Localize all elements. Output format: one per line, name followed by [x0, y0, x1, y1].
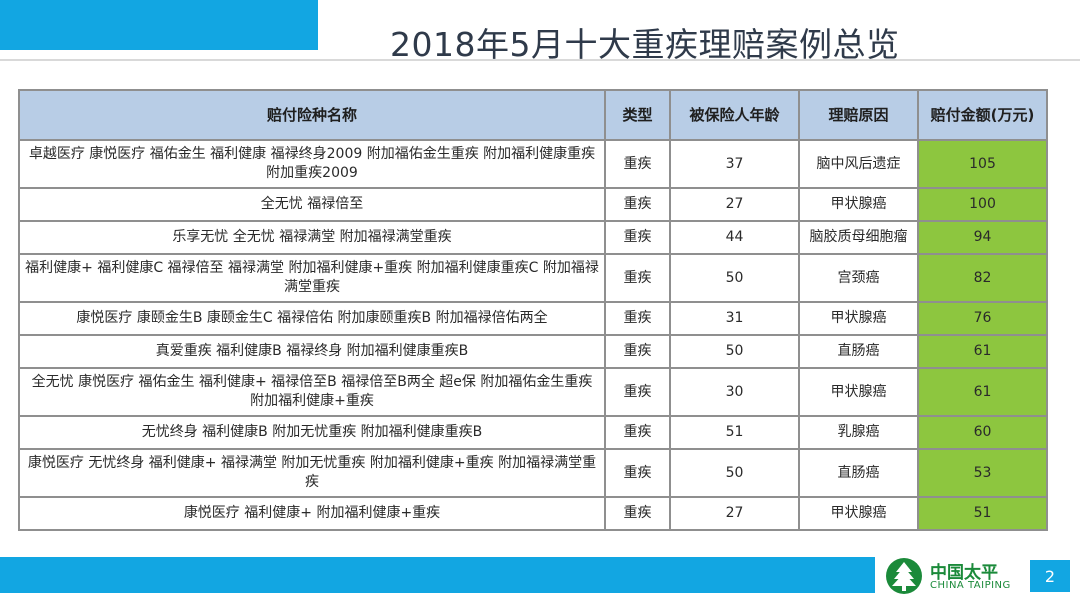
cell-amount: 82 — [917, 253, 1048, 303]
cell-type: 重疾 — [604, 415, 671, 450]
cell-type: 重疾 — [604, 187, 671, 222]
cell-type: 重疾 — [604, 220, 671, 255]
footer-accent-bar — [0, 557, 875, 593]
cell-type: 重疾 — [604, 139, 671, 189]
logo-chinese-name: 中国太平 — [930, 563, 998, 583]
cell-amount: 53 — [917, 448, 1048, 498]
cell-age: 50 — [669, 448, 800, 498]
title-divider — [0, 59, 1080, 61]
table-row: 康悦医疗 无忧终身 福利健康+ 福禄满堂 附加无忧重疾 附加福利健康+重疾 附加… — [18, 448, 1048, 498]
cell-insurance-name: 全无忧 康悦医疗 福佑金生 福利健康+ 福禄倍至B 福禄倍至B两全 超e保 附加… — [18, 367, 606, 417]
cell-insurance-name: 康悦医疗 无忧终身 福利健康+ 福禄满堂 附加无忧重疾 附加福利健康+重疾 附加… — [18, 448, 606, 498]
cell-age: 27 — [669, 187, 800, 222]
cell-amount: 100 — [917, 187, 1048, 222]
page-title: 2018年5月十大重疾理赔案例总览 — [390, 25, 900, 64]
table-row: 真爱重疾 福利健康B 福禄终身 附加福利健康重疾B 重疾 50 直肠癌 61 — [18, 334, 1048, 369]
cell-amount: 51 — [917, 496, 1048, 531]
table-row: 福利健康+ 福利健康C 福禄倍至 福禄满堂 附加福利健康+重疾 附加福利健康重疾… — [18, 253, 1048, 303]
cell-amount: 61 — [917, 367, 1048, 417]
cell-insurance-name: 卓越医疗 康悦医疗 福佑金生 福利健康 福禄终身2009 附加福佑金生重疾 附加… — [18, 139, 606, 189]
cell-type: 重疾 — [604, 301, 671, 336]
cell-amount: 60 — [917, 415, 1048, 450]
page-number: 2 — [1030, 560, 1070, 592]
cell-reason: 宫颈癌 — [798, 253, 919, 303]
cell-insurance-name: 全无忧 福禄倍至 — [18, 187, 606, 222]
cell-reason: 甲状腺癌 — [798, 496, 919, 531]
cell-insurance-name: 乐享无忧 全无忧 福禄满堂 附加福禄满堂重疾 — [18, 220, 606, 255]
cell-reason: 脑中风后遗症 — [798, 139, 919, 189]
cell-insurance-name: 无忧终身 福利健康B 附加无忧重疾 附加福利健康重疾B — [18, 415, 606, 450]
logo-english-name: CHINA TAIPING — [930, 580, 1011, 591]
table-row: 康悦医疗 福利健康+ 附加福利健康+重疾 重疾 27 甲状腺癌 51 — [18, 496, 1048, 531]
cell-reason: 直肠癌 — [798, 334, 919, 369]
cell-type: 重疾 — [604, 334, 671, 369]
cell-type: 重疾 — [604, 496, 671, 531]
cell-type: 重疾 — [604, 367, 671, 417]
header-reason: 理赔原因 — [798, 89, 919, 141]
cell-amount: 105 — [917, 139, 1048, 189]
table-row: 全无忧 福禄倍至 重疾 27 甲状腺癌 100 — [18, 187, 1048, 222]
claims-table-container: 赔付险种名称 类型 被保险人年龄 理赔原因 赔付金额(万元) 卓越医疗 康悦医疗… — [18, 89, 1048, 531]
claims-table: 赔付险种名称 类型 被保险人年龄 理赔原因 赔付金额(万元) 卓越医疗 康悦医疗… — [18, 89, 1048, 531]
table-row: 全无忧 康悦医疗 福佑金生 福利健康+ 福禄倍至B 福禄倍至B两全 超e保 附加… — [18, 367, 1048, 417]
cell-insurance-name: 福利健康+ 福利健康C 福禄倍至 福禄满堂 附加福利健康+重疾 附加福利健康重疾… — [18, 253, 606, 303]
cell-reason: 直肠癌 — [798, 448, 919, 498]
table-row: 卓越医疗 康悦医疗 福佑金生 福利健康 福禄终身2009 附加福佑金生重疾 附加… — [18, 139, 1048, 189]
cell-type: 重疾 — [604, 253, 671, 303]
header-age: 被保险人年龄 — [669, 89, 800, 141]
cell-age: 50 — [669, 253, 800, 303]
cell-reason: 甲状腺癌 — [798, 187, 919, 222]
cell-reason: 乳腺癌 — [798, 415, 919, 450]
cell-reason: 甲状腺癌 — [798, 367, 919, 417]
header-amount: 赔付金额(万元) — [917, 89, 1048, 141]
top-accent-bar — [0, 0, 318, 50]
cell-amount: 94 — [917, 220, 1048, 255]
company-logo: 中国太平 CHINA TAIPING — [884, 556, 1024, 596]
cell-type: 重疾 — [604, 448, 671, 498]
cell-reason: 脑胶质母细胞瘤 — [798, 220, 919, 255]
header-type: 类型 — [604, 89, 671, 141]
table-row: 乐享无忧 全无忧 福禄满堂 附加福禄满堂重疾 重疾 44 脑胶质母细胞瘤 94 — [18, 220, 1048, 255]
cell-age: 27 — [669, 496, 800, 531]
cell-age: 31 — [669, 301, 800, 336]
cell-reason: 甲状腺癌 — [798, 301, 919, 336]
table-header-row: 赔付险种名称 类型 被保险人年龄 理赔原因 赔付金额(万元) — [18, 89, 1048, 141]
cell-age: 37 — [669, 139, 800, 189]
table-row: 康悦医疗 康颐金生B 康颐金生C 福禄倍佑 附加康颐重疾B 附加福禄倍佑两全 重… — [18, 301, 1048, 336]
cell-insurance-name: 真爱重疾 福利健康B 福禄终身 附加福利健康重疾B — [18, 334, 606, 369]
cell-insurance-name: 康悦医疗 康颐金生B 康颐金生C 福禄倍佑 附加康颐重疾B 附加福禄倍佑两全 — [18, 301, 606, 336]
cell-amount: 61 — [917, 334, 1048, 369]
cell-age: 51 — [669, 415, 800, 450]
table-row: 无忧终身 福利健康B 附加无忧重疾 附加福利健康重疾B 重疾 51 乳腺癌 60 — [18, 415, 1048, 450]
cell-amount: 76 — [917, 301, 1048, 336]
cell-age: 30 — [669, 367, 800, 417]
cell-age: 50 — [669, 334, 800, 369]
cell-age: 44 — [669, 220, 800, 255]
pine-tree-logo-icon — [886, 558, 922, 594]
cell-insurance-name: 康悦医疗 福利健康+ 附加福利健康+重疾 — [18, 496, 606, 531]
header-insurance-name: 赔付险种名称 — [18, 89, 606, 141]
